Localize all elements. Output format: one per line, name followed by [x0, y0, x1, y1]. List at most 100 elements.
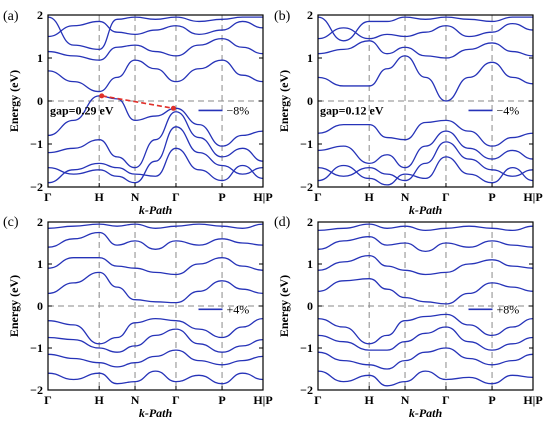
band-line [318, 141, 533, 182]
band-line [48, 95, 263, 147]
y-axis-label: Energy (eV) [277, 70, 291, 132]
legend-label: −4% [497, 103, 520, 117]
legend-label: −8% [227, 103, 250, 117]
band-line [318, 236, 533, 253]
band-line [318, 156, 533, 186]
band-line [48, 271, 263, 304]
gap-annotation: gap=0.29 eV [50, 103, 114, 117]
band-line [318, 16, 533, 42]
y-tick-label: −2 [30, 180, 43, 194]
x-tick-label: Γ [172, 393, 180, 407]
bands [318, 16, 533, 186]
y-tick-label: −2 [300, 383, 313, 397]
panel-2: −2 −1 0 1 2 Γ H N Γ P H|P k-Path Energy (eV) (c) +4% [3, 215, 273, 420]
x-axis-label: k-Path [139, 203, 173, 217]
x-axis-label: k-Path [139, 406, 173, 420]
y-axis-label: Energy (eV) [7, 70, 21, 132]
y-tick-label: 2 [37, 215, 43, 229]
x-tick-label: H|P [523, 190, 542, 204]
x-tick-label: P [218, 190, 225, 204]
band-line [318, 22, 533, 40]
band-line [318, 313, 533, 345]
y-tick-label: 0 [307, 299, 313, 313]
band-line [318, 40, 533, 59]
band-line [318, 119, 533, 147]
vbm-marker [99, 93, 105, 99]
x-tick-label: H [95, 190, 105, 204]
y-tick-label: 1 [307, 51, 313, 65]
y-tick-label: 2 [37, 8, 43, 22]
band-line [48, 223, 263, 229]
x-tick-label: P [488, 393, 495, 407]
y-tick-label: 2 [307, 8, 313, 22]
x-tick-label: Γ [44, 393, 52, 407]
band-line [48, 147, 263, 184]
y-tick-label: −2 [30, 383, 43, 397]
x-tick-label: H [365, 190, 375, 204]
x-tick-label: N [131, 190, 140, 204]
y-tick-label: −1 [300, 341, 313, 355]
band-line [318, 55, 533, 102]
band-line [318, 370, 533, 387]
gap-arrow [101, 95, 174, 110]
band-line [48, 37, 263, 61]
x-tick-label: Γ [442, 393, 450, 407]
cbm-marker [170, 105, 176, 111]
panel-0: −2 −1 0 1 2 Γ H N Γ P H|P k-Path Energy (eV) (a) −8% ga… [3, 8, 273, 217]
y-tick-label: −2 [300, 180, 313, 194]
x-tick-label: P [218, 393, 225, 407]
x-tick-label: H [365, 393, 375, 407]
bands [48, 16, 263, 184]
band-line [318, 223, 533, 232]
x-tick-label: P [488, 190, 495, 204]
band-line [48, 111, 263, 169]
band-line [48, 20, 263, 38]
x-tick-label: Γ [314, 393, 322, 407]
y-tick-label: 1 [37, 257, 43, 271]
legend-label: +8% [497, 302, 520, 316]
band-line [48, 231, 263, 250]
x-tick-label: N [401, 190, 410, 204]
x-tick-label: H|P [253, 190, 272, 204]
y-tick-label: 0 [307, 94, 313, 108]
band-line [318, 130, 533, 169]
y-tick-label: −1 [300, 137, 313, 151]
x-tick-label: H|P [253, 393, 272, 407]
x-tick-label: N [401, 393, 410, 407]
x-tick-label: H [95, 393, 105, 407]
x-tick-label: Γ [314, 190, 322, 204]
x-tick-label: Γ [172, 190, 180, 204]
y-tick-label: −1 [30, 341, 43, 355]
y-tick-label: 0 [37, 94, 43, 108]
band-line [318, 326, 533, 351]
band-line [48, 317, 263, 345]
panel-label: (b) [274, 9, 291, 24]
bands [318, 223, 533, 387]
legend-label: +4% [227, 302, 250, 316]
x-tick-label: H|P [523, 393, 542, 407]
band-line [48, 349, 263, 368]
x-tick-label: N [131, 393, 140, 407]
y-tick-label: −1 [30, 137, 43, 151]
panel-label: (c) [3, 215, 19, 230]
gap-annotation: gap=0.12 eV [320, 103, 384, 117]
panel-3: −2 −1 0 1 2 Γ H N Γ P H|P k-Path Energy (eV) (d) +8% [274, 215, 543, 420]
x-tick-label: Γ [44, 190, 52, 204]
panel-label: (d) [274, 215, 291, 230]
band-line [318, 278, 533, 305]
y-tick-label: 1 [37, 51, 43, 65]
band-line [48, 16, 263, 51]
band-line [48, 257, 263, 276]
bands [48, 223, 263, 385]
y-axis-label: Energy (eV) [7, 275, 21, 337]
y-tick-label: 2 [307, 215, 313, 229]
x-axis-label: k-Path [409, 406, 443, 420]
panel-1: −2 −1 0 1 2 Γ H N Γ P H|P k-Path Energy (eV) (b) −4% ga… [274, 8, 543, 217]
y-tick-label: 0 [37, 299, 43, 313]
y-tick-label: 1 [307, 257, 313, 271]
band-line [48, 126, 263, 184]
band-line [318, 347, 533, 370]
panel-label: (a) [3, 9, 19, 24]
x-tick-label: Γ [442, 190, 450, 204]
